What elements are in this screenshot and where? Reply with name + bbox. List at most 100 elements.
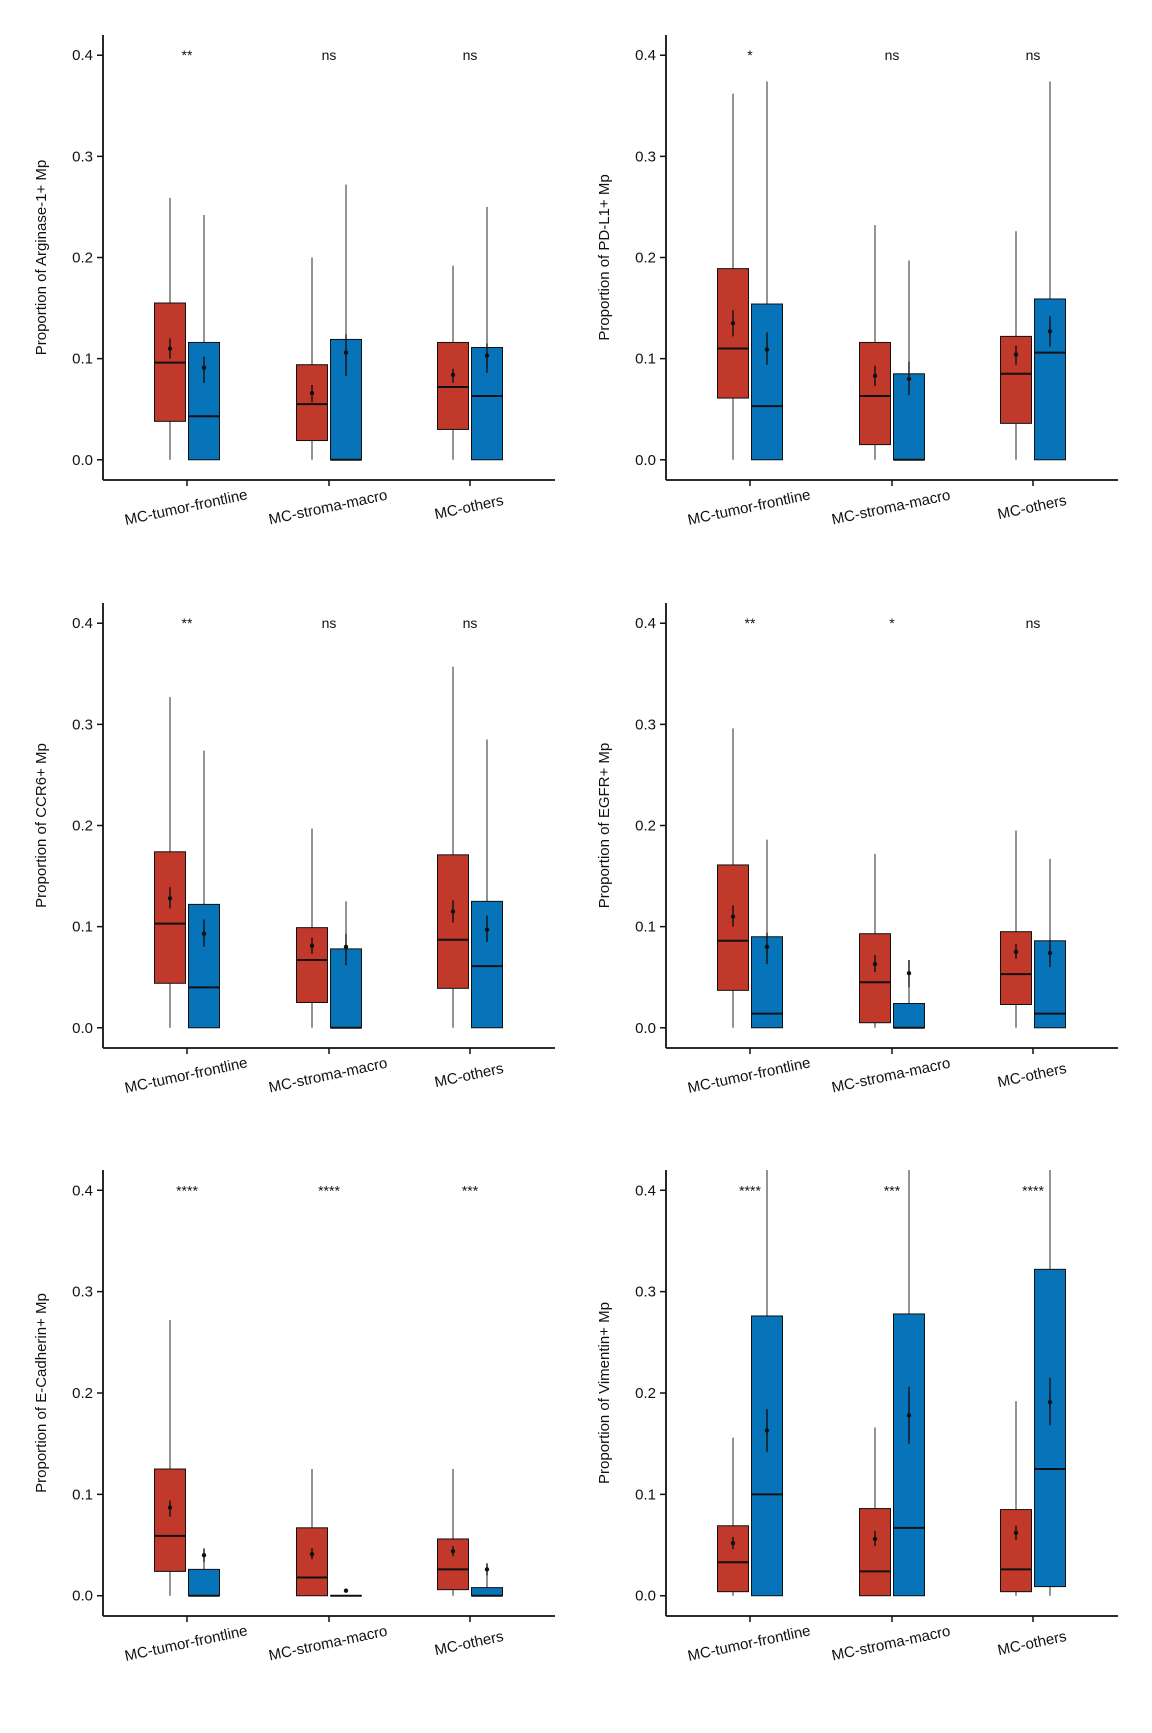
mean-point <box>907 971 911 975</box>
box-group1 <box>297 829 328 1028</box>
significance-label: ns <box>1026 47 1041 63</box>
box-iqr <box>860 342 891 444</box>
mean-point <box>1014 1531 1018 1535</box>
box-group2 <box>331 185 362 460</box>
x-tick-label: MC-tumor-frontline <box>686 1622 812 1665</box>
y-axis-label: Proportion of PD-L1+ Mp <box>596 174 613 340</box>
mean-point <box>202 366 206 370</box>
mean-point <box>168 346 172 350</box>
box-group1 <box>718 728 749 1027</box>
significance-label: ** <box>182 615 193 631</box>
y-tick-label: 0.3 <box>635 1284 656 1301</box>
y-tick-label: 0.4 <box>635 1182 656 1199</box>
box-group2 <box>894 960 925 1028</box>
mean-point <box>873 962 877 966</box>
box-iqr <box>752 1316 783 1596</box>
box-iqr <box>718 865 749 990</box>
x-tick-label: MC-stroma-macro <box>267 1623 389 1665</box>
box-group2 <box>472 740 503 1028</box>
mean-point <box>1048 1400 1052 1404</box>
significance-label: ns <box>322 47 337 63</box>
mean-point <box>310 1552 314 1556</box>
significance-label: ns <box>885 47 900 63</box>
mean-point <box>731 321 735 325</box>
box-group2 <box>894 261 925 460</box>
x-tick-label: MC-others <box>433 1060 505 1091</box>
box-iqr <box>155 852 186 983</box>
y-tick-label: 0.2 <box>72 818 93 835</box>
y-tick-label: 0.4 <box>635 615 656 632</box>
box-iqr <box>718 1526 749 1592</box>
mean-point <box>451 909 455 913</box>
mean-point <box>765 945 769 949</box>
y-tick-label: 0.1 <box>635 351 656 368</box>
mean-point <box>168 1505 172 1509</box>
box-group1 <box>297 258 328 460</box>
y-tick-label: 0.2 <box>72 250 93 267</box>
box-group2 <box>472 207 503 460</box>
y-tick-label: 0.0 <box>635 1020 656 1037</box>
box-group1 <box>1001 1401 1032 1596</box>
y-tick-label: 0.2 <box>72 1385 93 1402</box>
box-group2 <box>189 751 220 1028</box>
mean-point <box>202 932 206 936</box>
mean-point <box>1014 352 1018 356</box>
x-tick-label: MC-tumor-frontline <box>123 486 249 529</box>
x-tick-label: MC-stroma-macro <box>830 1623 952 1665</box>
box-group2 <box>1035 1170 1066 1596</box>
y-axis-label: Proportion of E-Cadherin+ Mp <box>33 1293 50 1493</box>
box-iqr <box>297 1528 328 1596</box>
box-group1 <box>297 1469 328 1596</box>
y-tick-label: 0.1 <box>72 351 93 368</box>
y-tick-label: 0.0 <box>72 452 93 469</box>
box-group2 <box>752 82 783 460</box>
mean-point <box>765 347 769 351</box>
box-group1 <box>155 1320 186 1596</box>
y-tick-label: 0.1 <box>635 1486 656 1503</box>
mean-point <box>344 1588 348 1592</box>
x-tick-label: MC-others <box>433 492 505 523</box>
box-iqr <box>438 342 469 429</box>
mean-point <box>907 1413 911 1417</box>
y-tick-label: 0.0 <box>72 1020 93 1037</box>
mean-point <box>344 945 348 949</box>
panel-5: 0.0 0.1 0.2 0.3 0.4 Proportion of E-Cadherin+… <box>33 1170 555 1665</box>
significance-label: **** <box>1022 1182 1044 1198</box>
box-group2 <box>1035 82 1066 460</box>
mean-point <box>907 377 911 381</box>
box-group2 <box>752 1170 783 1596</box>
mean-point <box>310 391 314 395</box>
box-group1 <box>438 667 469 1028</box>
box-group1 <box>860 225 891 460</box>
y-tick-label: 0.4 <box>72 615 93 632</box>
y-tick-label: 0.4 <box>72 1182 93 1199</box>
box-group1 <box>1001 231 1032 460</box>
box-group2 <box>1035 859 1066 1028</box>
x-tick-label: MC-others <box>433 1628 505 1659</box>
x-tick-label: MC-stroma-macro <box>267 1055 389 1097</box>
y-tick-label: 0.3 <box>72 1284 93 1301</box>
x-tick-label: MC-tumor-frontline <box>123 1054 249 1097</box>
box-iqr <box>155 1469 186 1571</box>
y-tick-label: 0.2 <box>635 1385 656 1402</box>
significance-label: *** <box>462 1182 479 1198</box>
mean-point <box>1048 329 1052 333</box>
y-tick-label: 0.1 <box>72 1486 93 1503</box>
x-tick-label: MC-others <box>996 492 1068 523</box>
y-tick-label: 0.3 <box>635 148 656 165</box>
significance-label: **** <box>176 1182 198 1198</box>
y-tick-label: 0.0 <box>72 1588 93 1605</box>
mean-point <box>344 350 348 354</box>
box-group2 <box>189 215 220 460</box>
box-iqr <box>894 1004 925 1028</box>
mean-point <box>731 914 735 918</box>
significance-label: ns <box>322 615 337 631</box>
box-group1 <box>718 1438 749 1596</box>
box-iqr <box>860 934 891 1023</box>
y-tick-label: 0.1 <box>72 919 93 936</box>
box-group2 <box>331 1588 362 1595</box>
mean-point <box>202 1553 206 1557</box>
y-tick-label: 0.0 <box>635 452 656 469</box>
